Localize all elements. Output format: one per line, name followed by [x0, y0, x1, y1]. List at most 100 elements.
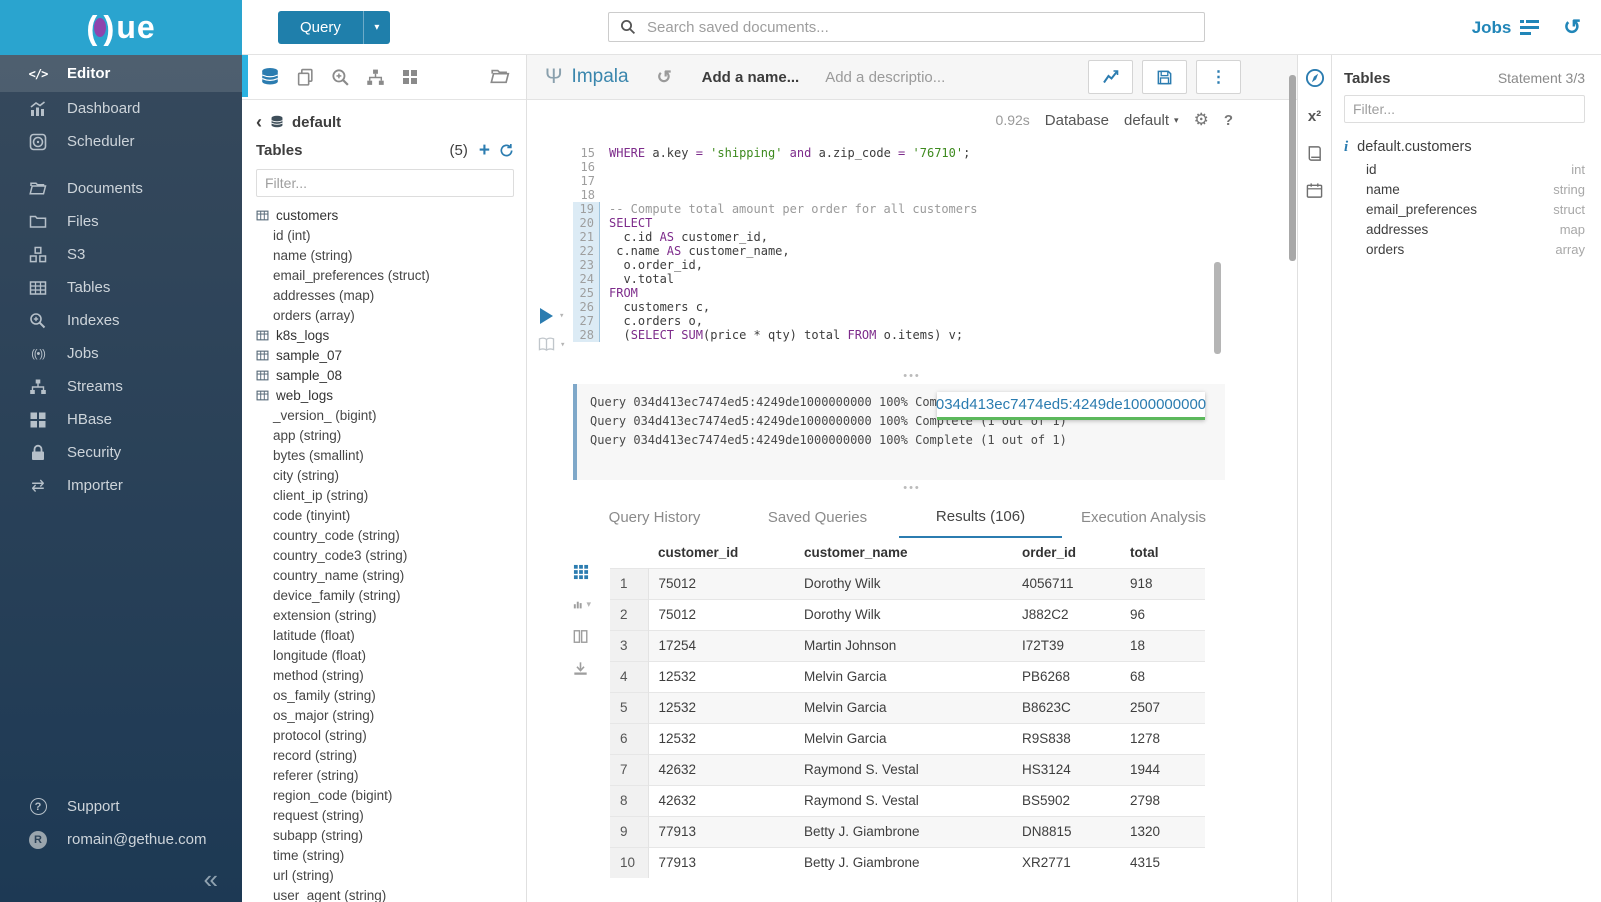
explain-button[interactable]: ▾	[538, 337, 565, 352]
code-line[interactable]: 16	[527, 160, 1297, 174]
tree-column-item[interactable]: country_name (string)	[273, 567, 405, 583]
table-row[interactable]: 10 77913 Betty J. Giambrone XR2771 4315	[610, 846, 1205, 878]
help-icon[interactable]: ?	[1223, 111, 1233, 129]
resize-handle[interactable]: •••	[903, 370, 921, 382]
chevron-down-icon[interactable]: ▾	[560, 339, 566, 350]
hue-logo[interactable]: ( ) ue	[0, 0, 242, 55]
chart-view-button[interactable]: ▾	[573, 597, 591, 612]
tree-table-item[interactable]: k8s_logs	[256, 325, 514, 345]
open-folder-icon[interactable]	[490, 67, 510, 87]
jobs-link[interactable]: Jobs	[1472, 18, 1540, 38]
functions-icon[interactable]: x²	[1307, 108, 1322, 125]
sidebar-item-documents[interactable]: Documents	[0, 172, 242, 205]
tree-column-item[interactable]: longitude (float)	[273, 647, 367, 663]
tree-column-item[interactable]: addresses (map)	[273, 287, 375, 303]
page-scrollbar[interactable]	[1289, 75, 1296, 261]
tree-column-item[interactable]: email_preferences (struct)	[273, 267, 430, 283]
code-line[interactable]: 27 c.orders o,	[527, 314, 1297, 328]
search-input[interactable]	[645, 17, 1204, 37]
tree-table-item[interactable]: web_logs	[256, 385, 514, 405]
sidebar-item-account[interactable]: R romain@gethue.com	[0, 823, 242, 856]
tree-column-item[interactable]: region_code (bigint)	[273, 787, 393, 803]
breadcrumb-database[interactable]: default	[292, 113, 342, 131]
code-line[interactable]: 18	[527, 188, 1297, 202]
tree-column-item[interactable]: method (string)	[273, 667, 364, 683]
tree-column-item[interactable]: bytes (smallint)	[273, 447, 364, 463]
code-line[interactable]: 22 c.name AS customer_name,	[527, 244, 1297, 258]
table-row[interactable]: 6 12532 Melvin Garcia R9S838 1278	[610, 722, 1205, 754]
more-actions-button[interactable]: ⋮	[1196, 60, 1241, 94]
column-header[interactable]: customer_name	[804, 545, 908, 561]
query-button[interactable]: Query ▾	[278, 11, 390, 44]
sidebar-item-hbase[interactable]: HBase	[0, 403, 242, 436]
sidebar-item-jobs[interactable]: ((•)) Jobs	[0, 337, 242, 370]
language-reference-icon[interactable]	[1306, 145, 1323, 162]
breadcrumb[interactable]: ‹ default	[256, 109, 514, 135]
code-line[interactable]: 19 -- Compute total amount per order for …	[527, 202, 1297, 216]
collapse-sidebar-icon[interactable]: «	[203, 863, 218, 894]
code-line[interactable]: 20 SELECT	[527, 216, 1297, 230]
sidebar-item-s3[interactable]: S3	[0, 238, 242, 271]
table-row[interactable]: 4 12532 Melvin Garcia PB6268 68	[610, 660, 1205, 692]
tree-table-item[interactable]: customers	[256, 205, 514, 225]
run-query-button[interactable]: ▾	[540, 308, 564, 324]
code-line[interactable]: 28 (SELECT SUM(price * qty) total FROM o…	[527, 328, 1297, 342]
apps-grid-icon[interactable]	[401, 68, 419, 86]
sidebar-item-scheduler[interactable]: Scheduler	[0, 125, 242, 158]
query-history-icon[interactable]: ↺	[656, 66, 672, 87]
tree-column-item[interactable]: city (string)	[273, 467, 340, 483]
calendar-icon[interactable]	[1306, 182, 1323, 199]
tree-column-item[interactable]: orders (array)	[273, 307, 355, 323]
table-row[interactable]: 5 12532 Melvin Garcia B8623C 2507	[610, 691, 1205, 723]
sidebar-item-security[interactable]: Security	[0, 436, 242, 469]
tree-column-item[interactable]: subapp (string)	[273, 827, 364, 843]
database-selector[interactable]: default ▾	[1124, 111, 1179, 129]
schema-column-item[interactable]: id int	[1366, 161, 1585, 177]
schema-column-item[interactable]: email_preferences struct	[1366, 201, 1585, 217]
tree-column-item[interactable]: request (string)	[273, 807, 364, 823]
code-line[interactable]: 24 v.total	[527, 272, 1297, 286]
query-id-tooltip[interactable]: 034d413ec7474ed5:4249de1000000000	[936, 392, 1206, 420]
tree-column-item[interactable]: record (string)	[273, 747, 358, 763]
tree-column-item[interactable]: name (string)	[273, 247, 353, 263]
sidebar-item-indexes[interactable]: Indexes	[0, 304, 242, 337]
database-source-icon[interactable]	[260, 67, 280, 87]
download-button[interactable]	[573, 661, 591, 676]
table-row[interactable]: 2 75012 Dorothy Wilk J882C2 96	[610, 598, 1205, 630]
schema-column-item[interactable]: name string	[1366, 181, 1585, 197]
tree-column-item[interactable]: country_code3 (string)	[273, 547, 408, 563]
tree-table-item[interactable]: sample_08	[256, 365, 514, 385]
columns-view-button[interactable]	[573, 629, 591, 644]
sidebar-item-files[interactable]: Files	[0, 205, 242, 238]
tab-execution-analysis[interactable]: Execution Analysis	[1080, 508, 1207, 526]
query-name-field[interactable]: Add a name...	[701, 68, 800, 86]
tree-column-item[interactable]: extension (string)	[273, 607, 377, 623]
schema-column-item[interactable]: orders array	[1366, 241, 1585, 257]
tree-column-item[interactable]: app (string)	[273, 427, 342, 443]
tab-query-history[interactable]: Query History	[608, 508, 701, 526]
column-header[interactable]: customer_id	[658, 545, 739, 561]
code-line[interactable]: 15 WHERE a.key = 'shipping' and a.zip_cod…	[527, 146, 1297, 160]
tree-column-item[interactable]: os_major (string)	[273, 707, 375, 723]
refresh-icon[interactable]	[499, 143, 514, 158]
tree-column-item[interactable]: client_ip (string)	[273, 487, 369, 503]
column-header[interactable]: order_id	[1022, 545, 1077, 561]
chevron-down-icon[interactable]: ▾	[559, 311, 565, 321]
tree-column-item[interactable]: device_family (string)	[273, 587, 401, 603]
history-icon[interactable]: ↺	[1563, 16, 1581, 39]
code-line[interactable]: 23 o.order_id,	[527, 258, 1297, 272]
tree-column-item[interactable]: latitude (float)	[273, 627, 355, 643]
active-table-row[interactable]: i default.customers	[1344, 135, 1585, 159]
grid-view-button[interactable]	[573, 564, 591, 580]
tree-column-item[interactable]: time (string)	[273, 847, 345, 863]
sidebar-item-support[interactable]: ? Support	[0, 790, 242, 823]
table-row[interactable]: 7 42632 Raymond S. Vestal HS3124 1944	[610, 753, 1205, 785]
tree-column-item[interactable]: _version_ (bigint)	[273, 407, 377, 423]
tree-column-item[interactable]: os_family (string)	[273, 687, 376, 703]
tree-column-item[interactable]: user_agent (string)	[273, 887, 387, 902]
add-table-button[interactable]: +	[478, 139, 490, 161]
sidebar-item-tables[interactable]: Tables	[0, 271, 242, 304]
code-line[interactable]: 26 customers c,	[527, 300, 1297, 314]
chart-button[interactable]	[1088, 60, 1133, 94]
tab-results[interactable]: Results (106)	[899, 496, 1062, 538]
